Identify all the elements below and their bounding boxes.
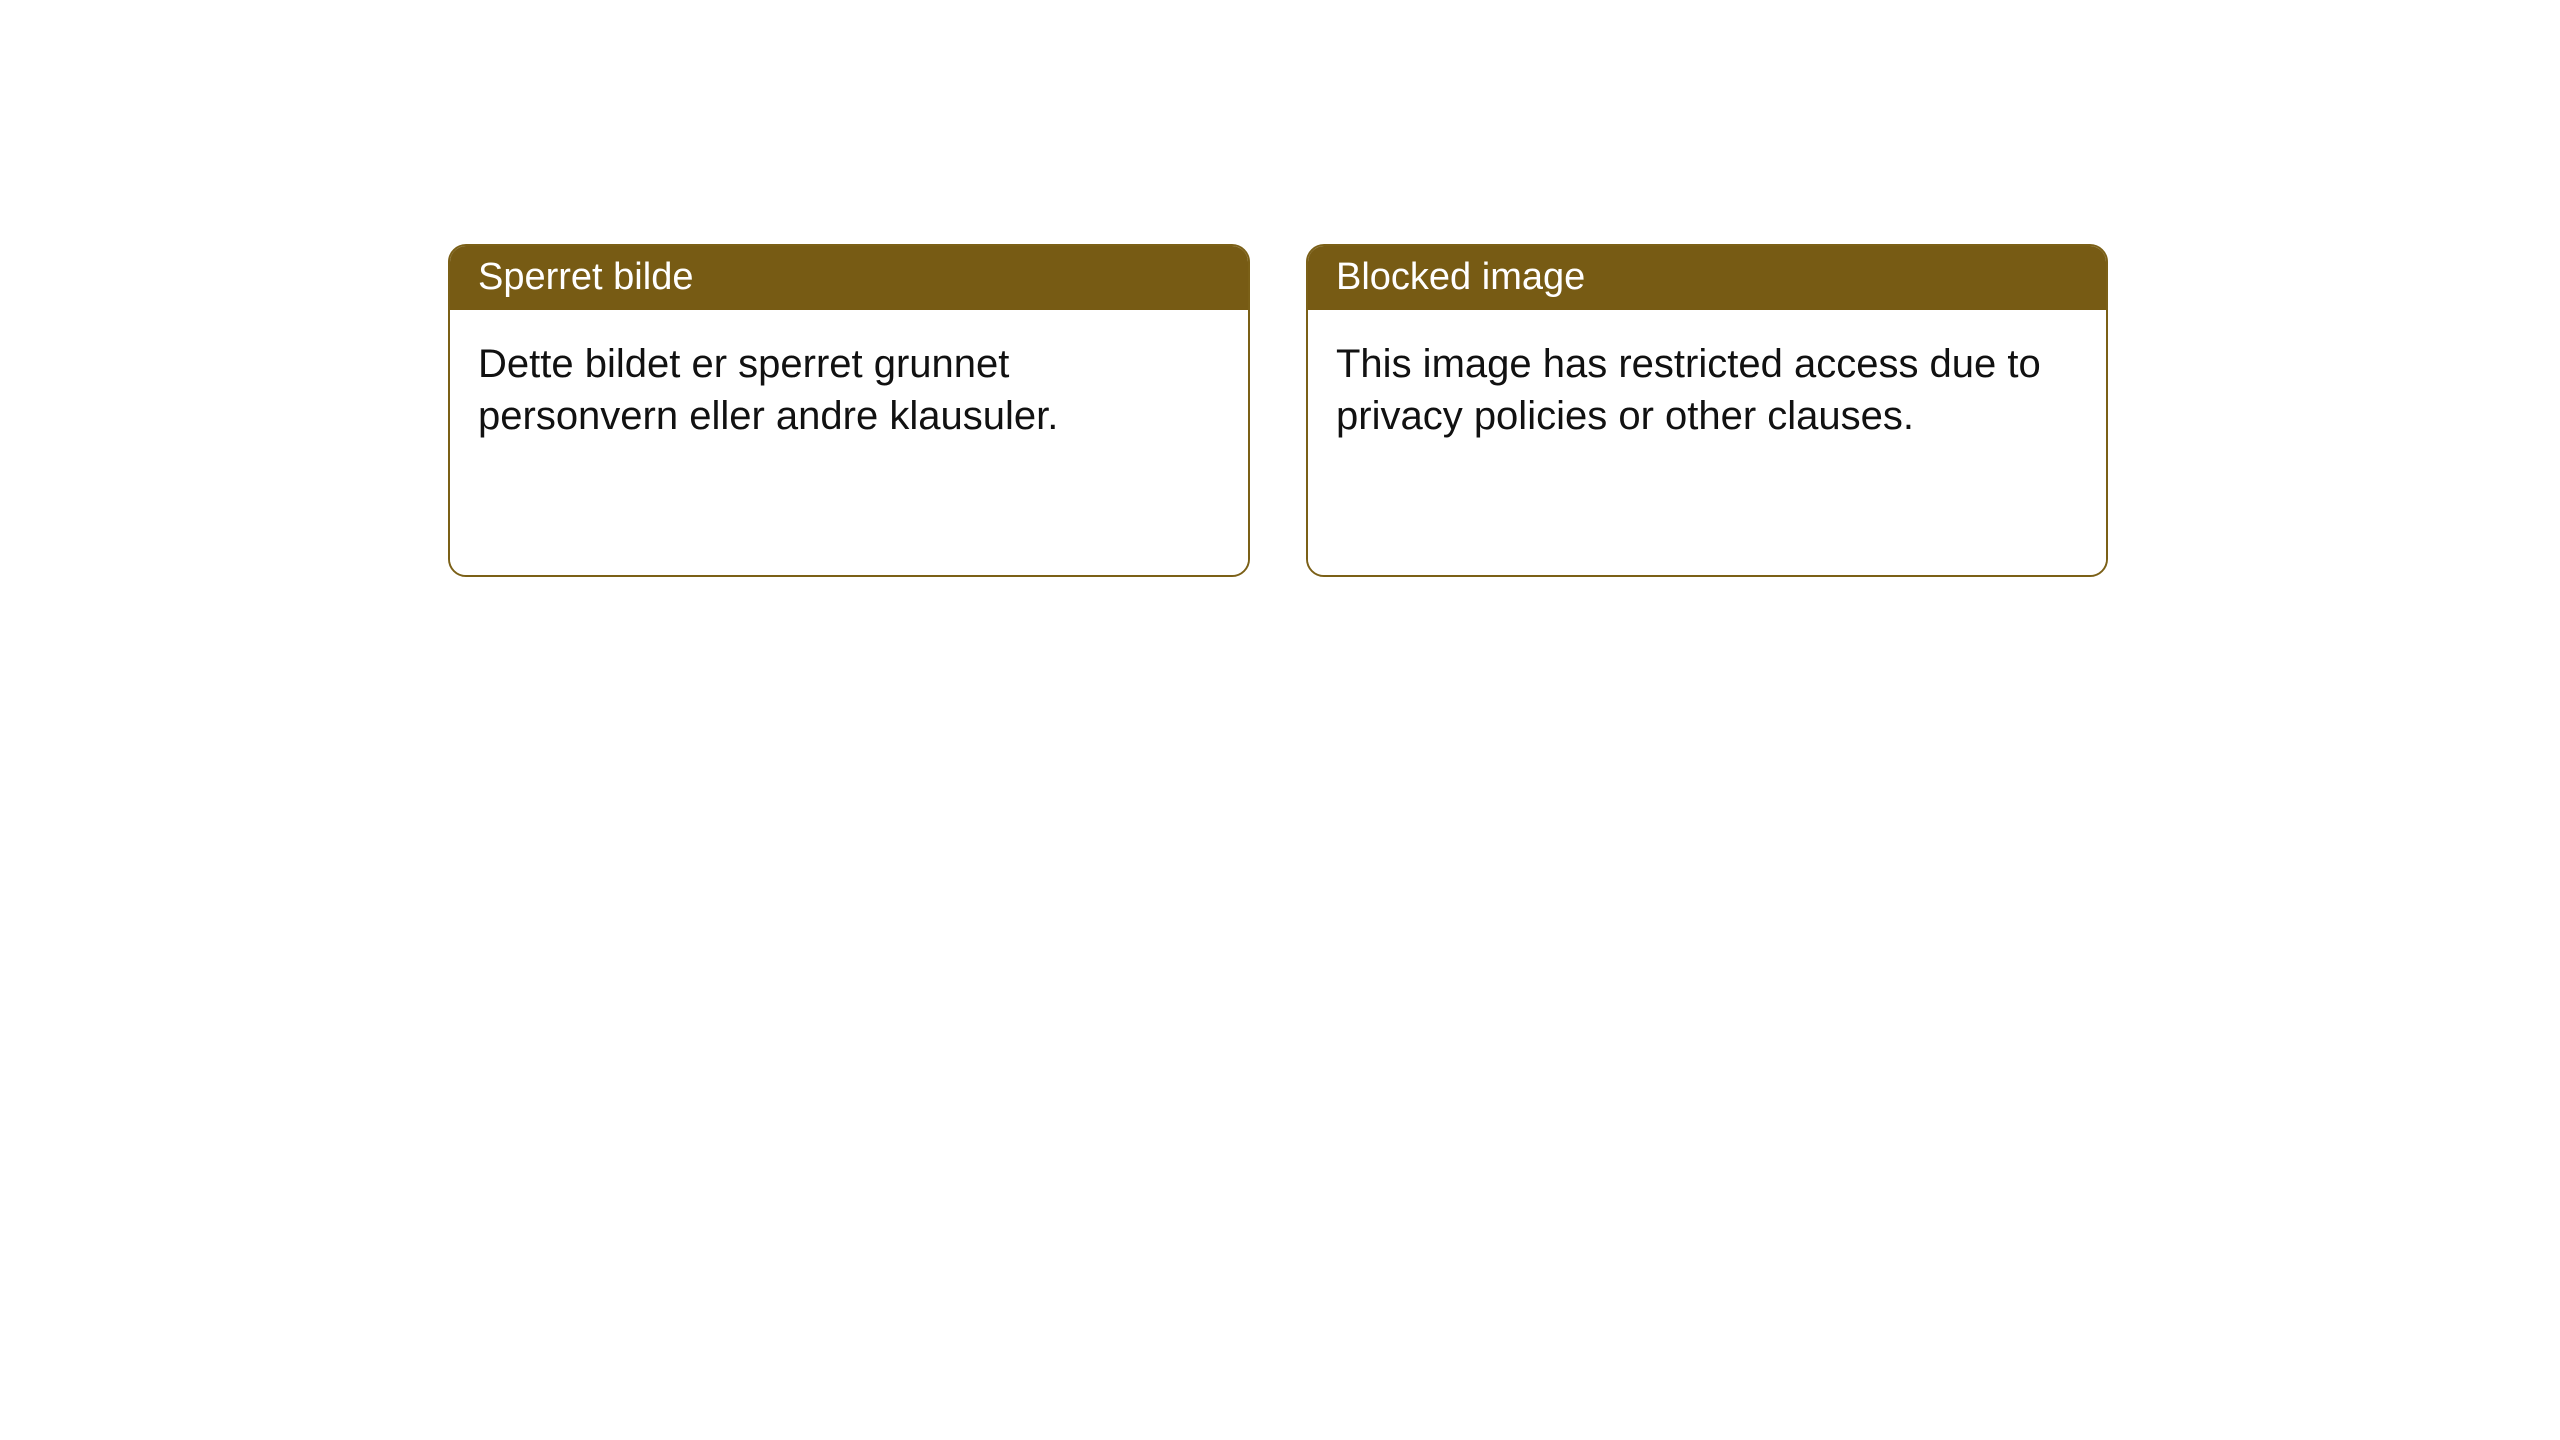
card-body: Dette bildet er sperret grunnet personve… (450, 310, 1248, 575)
card-body: This image has restricted access due to … (1308, 310, 2106, 575)
card-title: Sperret bilde (450, 246, 1248, 310)
notice-container: Sperret bilde Dette bildet er sperret gr… (0, 0, 2560, 577)
card-title: Blocked image (1308, 246, 2106, 310)
blocked-image-card-no: Sperret bilde Dette bildet er sperret gr… (448, 244, 1250, 577)
blocked-image-card-en: Blocked image This image has restricted … (1306, 244, 2108, 577)
